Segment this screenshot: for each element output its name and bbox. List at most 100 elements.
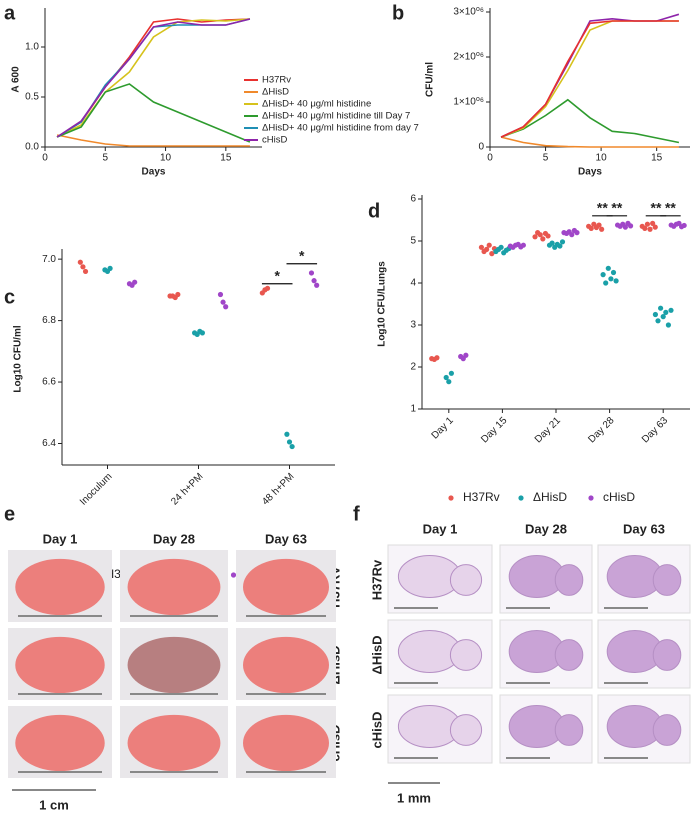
data-point — [314, 282, 320, 288]
lung-photo — [243, 636, 329, 694]
data-point — [652, 224, 658, 230]
y-tick-label: 0.0 — [25, 142, 39, 153]
x-tick-label: 5 — [102, 153, 108, 164]
y-tick-label: 0 — [478, 142, 484, 153]
legend-label: cHisD — [603, 490, 635, 504]
data-point — [665, 322, 672, 328]
data-point — [223, 304, 229, 310]
data-point — [650, 220, 656, 226]
lung-section — [652, 564, 682, 596]
column-header: Day 28 — [525, 521, 567, 536]
data-point — [286, 439, 293, 445]
x-axis-label: Days — [578, 167, 602, 178]
legend-label: H37Rv — [262, 75, 291, 86]
x-tick-label: 15 — [220, 153, 232, 164]
lung-section — [554, 639, 584, 671]
data-point — [434, 355, 440, 361]
y-tick-label: 1×10⁰⁶ — [453, 97, 484, 108]
data-point — [627, 223, 634, 229]
y-tick-label: 2 — [410, 362, 416, 373]
y-tick-label: 7.0 — [42, 254, 56, 265]
line-series — [56, 18, 251, 138]
x-tick-label: 10 — [160, 153, 172, 164]
x-tick-label: Day 1 — [430, 415, 457, 442]
legend-label: H37Rv — [463, 490, 500, 504]
data-point — [545, 233, 551, 239]
data-point — [484, 246, 490, 252]
legend-marker — [230, 572, 237, 578]
y-axis-label: Log10 CFU/ml — [13, 325, 24, 392]
legend-label: cHisD — [262, 135, 287, 146]
row-header: H37Rv — [369, 559, 384, 600]
significance-label: ** — [597, 200, 608, 216]
data-point — [613, 278, 619, 284]
y-tick-label: 1 — [410, 404, 416, 415]
data-point — [644, 221, 651, 227]
lung-photo — [243, 714, 329, 772]
x-tick-label: Day 15 — [479, 415, 509, 445]
data-point — [681, 222, 687, 229]
data-point — [107, 265, 113, 271]
panel-label: a — [4, 2, 16, 24]
lung-section — [652, 714, 682, 746]
x-tick-label: Day 28 — [586, 415, 616, 445]
data-point — [448, 370, 454, 376]
column-header: Day 1 — [43, 531, 78, 546]
data-point — [559, 239, 566, 245]
x-tick-label: 15 — [651, 153, 663, 164]
data-point — [642, 225, 648, 231]
lung-photo — [15, 636, 105, 694]
data-point — [199, 330, 205, 336]
data-point — [284, 431, 290, 437]
data-point — [622, 224, 628, 230]
lung-section — [652, 639, 682, 671]
data-point — [220, 299, 226, 305]
y-tick-label: 4 — [410, 278, 416, 289]
data-point — [600, 272, 606, 278]
data-point — [532, 234, 538, 240]
data-point — [82, 268, 89, 275]
lung-photo — [127, 636, 221, 694]
data-point — [217, 291, 224, 298]
panel-label: d — [368, 200, 380, 222]
data-point — [463, 352, 469, 358]
y-axis-label: A 600 — [11, 66, 22, 93]
data-point — [599, 226, 605, 232]
lung-section — [554, 714, 584, 746]
data-point — [574, 230, 580, 236]
data-point — [647, 226, 653, 232]
data-point — [608, 276, 614, 282]
data-point — [537, 232, 543, 238]
column-header: Day 63 — [623, 521, 665, 536]
y-tick-label: 2×10⁰⁶ — [453, 52, 484, 63]
data-point — [264, 285, 271, 291]
x-tick-label: 10 — [596, 153, 608, 164]
y-tick-label: 6.6 — [42, 377, 56, 388]
legend-label: ΔHisD+ 40 μg/ml histidine — [262, 99, 371, 110]
y-tick-label: 3×10⁰⁶ — [453, 7, 484, 18]
line-series — [500, 98, 680, 144]
significance-label: ** — [611, 200, 622, 216]
lung-photo — [15, 558, 105, 616]
data-point — [478, 244, 485, 250]
y-tick-label: 6.4 — [42, 438, 56, 449]
data-point — [610, 269, 617, 276]
y-tick-label: 6.8 — [42, 315, 56, 326]
data-point — [660, 314, 666, 320]
data-point — [605, 265, 611, 271]
legend-label: ΔHisD+ 40 μg/ml histidine till Day 7 — [262, 111, 410, 122]
panel-label: c — [4, 286, 15, 308]
data-point — [588, 225, 594, 231]
data-point — [498, 244, 504, 250]
data-point — [489, 251, 495, 257]
legend-label: ΔHisD — [262, 87, 289, 98]
data-point — [603, 280, 609, 286]
data-point — [596, 222, 602, 228]
legend-label: ΔHisD — [533, 490, 567, 504]
line-series — [500, 136, 679, 148]
data-point — [175, 291, 181, 298]
data-point — [446, 379, 452, 385]
y-tick-label: 0.5 — [25, 92, 39, 103]
row-header: cHisD — [369, 712, 384, 749]
